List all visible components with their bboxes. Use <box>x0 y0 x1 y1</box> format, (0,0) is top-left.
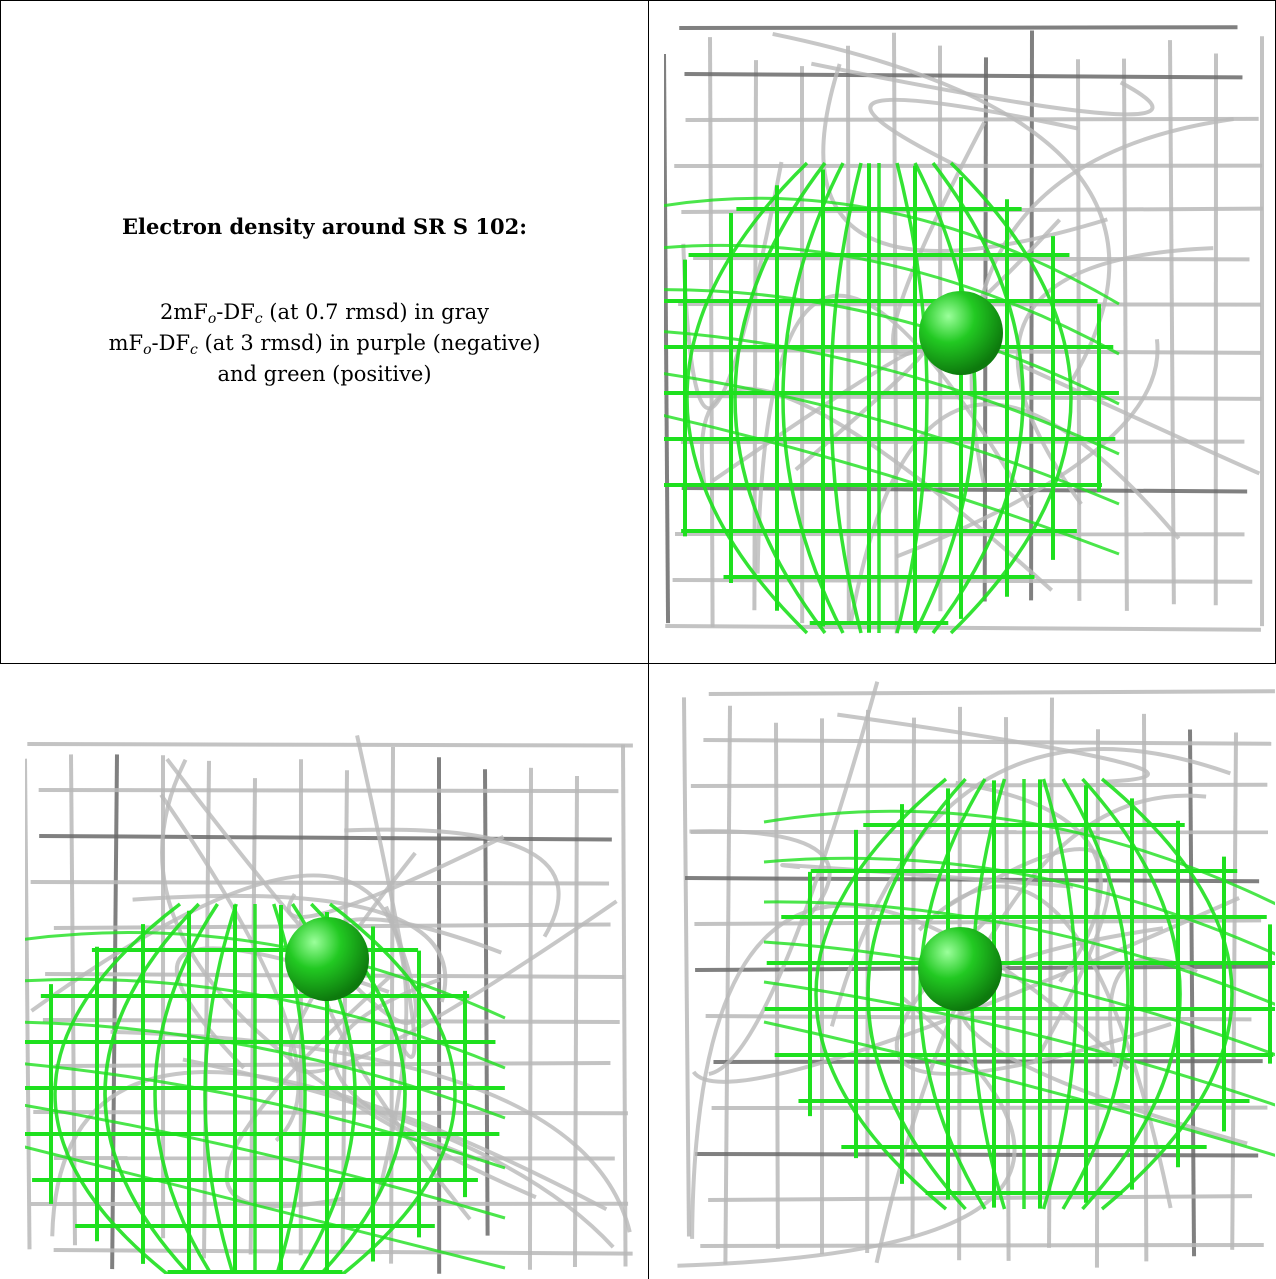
mesh-render-top-right <box>664 25 1265 635</box>
caption-line-2-sub-c: c <box>190 342 198 358</box>
table-border-left <box>0 0 1 663</box>
gray-density-mesh <box>25 734 633 1274</box>
caption-line-1-rest: (at 0.7 rmsd) in gray <box>262 300 490 324</box>
density-panel-top-right <box>664 8 1275 635</box>
caption-line-1: 2mFo-DFc (at 0.7 rmsd) in gray <box>160 297 489 328</box>
table-border-middle <box>0 663 1276 664</box>
green-difference-mesh <box>25 902 506 1274</box>
caption-line-2-sub-o: o <box>143 342 152 358</box>
caption-line-2-part-b: -DF <box>151 331 191 355</box>
mesh-render-bottom-left <box>25 734 633 1274</box>
green-difference-mesh <box>664 161 1120 635</box>
caption-line-1-sub-o: o <box>207 311 217 327</box>
caption-line-1-sub-c: c <box>254 311 263 327</box>
caption-title: Electron density around SR S 102: <box>121 214 527 239</box>
atom-sphere <box>918 927 1002 1011</box>
caption-line-3: and green (positive) <box>217 362 432 386</box>
density-panel-bottom-left <box>25 664 633 1274</box>
caption-line-2-rest: (at 3 rmsd) in purple (negative) <box>197 331 541 355</box>
caption-line-1-part-a: 2mF <box>159 300 208 324</box>
mesh-render-bottom-right <box>677 681 1275 1268</box>
caption-line-2: mFo-DFc (at 3 rmsd) in purple (negative) <box>109 328 541 359</box>
caption-cell: Electron density around SR S 102: 2mFo-D… <box>1 1 648 663</box>
density-panel-bottom-right <box>664 664 1275 1274</box>
caption-line-2-part-a: mF <box>108 331 144 355</box>
green-difference-mesh <box>763 777 1275 1211</box>
caption-line-1-part-b: -DF <box>216 300 255 324</box>
atom-sphere <box>919 291 1003 375</box>
table-border-center <box>648 0 649 1279</box>
atom-sphere <box>285 917 369 1001</box>
table-border-top <box>0 0 1276 1</box>
